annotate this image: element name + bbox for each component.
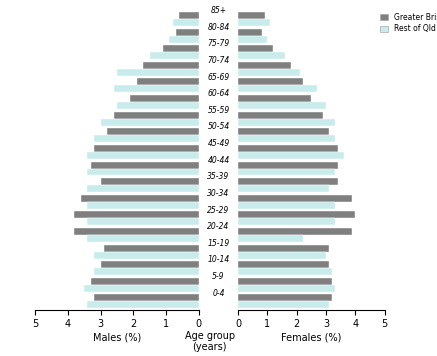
Text: 20-24: 20-24 <box>208 222 229 231</box>
Text: 60-64: 60-64 <box>208 89 229 98</box>
Text: 40-44: 40-44 <box>208 156 229 165</box>
Bar <box>117 102 199 109</box>
Bar <box>170 36 199 43</box>
Bar <box>87 168 199 176</box>
Bar <box>94 145 199 152</box>
Bar <box>238 52 285 59</box>
Bar <box>238 162 338 168</box>
Bar <box>101 119 199 126</box>
Bar <box>238 185 329 192</box>
Bar <box>117 69 199 76</box>
Bar <box>238 102 326 109</box>
Bar <box>238 128 329 135</box>
Bar <box>238 112 323 119</box>
Bar <box>84 285 199 292</box>
Bar <box>87 185 199 192</box>
Bar <box>238 302 329 308</box>
Bar <box>238 135 335 142</box>
Bar <box>87 152 199 159</box>
Bar <box>87 302 199 308</box>
Bar <box>238 285 335 292</box>
Bar <box>238 294 332 302</box>
Bar <box>238 168 335 176</box>
Bar <box>91 278 199 285</box>
Text: 15-19: 15-19 <box>208 239 229 248</box>
Bar <box>238 119 335 126</box>
Bar <box>87 235 199 242</box>
Bar <box>163 45 199 52</box>
Bar <box>74 228 199 235</box>
Bar <box>91 162 199 168</box>
Text: 5-9: 5-9 <box>212 272 225 281</box>
Bar <box>114 112 199 119</box>
Bar <box>143 62 199 69</box>
Bar <box>104 245 199 252</box>
Bar <box>101 178 199 185</box>
Bar <box>87 218 199 225</box>
X-axis label: Males (%): Males (%) <box>93 332 141 342</box>
Bar <box>238 218 335 225</box>
Text: 30-34: 30-34 <box>208 189 229 198</box>
Bar <box>179 12 199 19</box>
Bar <box>238 85 317 93</box>
Text: 80-84: 80-84 <box>208 23 229 32</box>
Bar <box>238 45 273 52</box>
Bar <box>238 202 335 209</box>
Bar <box>176 28 199 36</box>
Bar <box>238 211 355 218</box>
Text: 50-54: 50-54 <box>208 122 229 131</box>
Bar <box>94 135 199 142</box>
Text: 75-79: 75-79 <box>208 40 229 48</box>
Bar <box>87 202 199 209</box>
Bar <box>238 235 302 242</box>
Bar <box>238 36 267 43</box>
Bar <box>238 28 262 36</box>
Text: 45-49: 45-49 <box>208 139 229 148</box>
Bar <box>238 228 352 235</box>
Bar <box>238 261 329 268</box>
Bar <box>94 252 199 258</box>
Text: 70-74: 70-74 <box>208 56 229 65</box>
Bar <box>149 52 199 59</box>
Bar <box>238 78 302 85</box>
Bar <box>238 12 264 19</box>
Bar <box>238 252 326 258</box>
Bar <box>238 245 329 252</box>
Bar <box>238 69 300 76</box>
Bar <box>94 294 199 302</box>
Bar <box>238 278 332 285</box>
Text: 35-39: 35-39 <box>208 172 229 181</box>
Legend: Greater Brisbane, Rest of Qld: Greater Brisbane, Rest of Qld <box>379 11 437 35</box>
X-axis label: Females (%): Females (%) <box>281 332 342 342</box>
Bar <box>136 78 199 85</box>
Text: 10-14: 10-14 <box>208 255 229 265</box>
Bar <box>238 19 271 26</box>
Bar <box>107 128 199 135</box>
Bar <box>238 152 343 159</box>
Bar <box>238 62 291 69</box>
Text: 55-59: 55-59 <box>208 106 229 115</box>
Text: 65-69: 65-69 <box>208 73 229 82</box>
Bar <box>173 19 199 26</box>
Bar <box>238 95 311 102</box>
Text: 25-29: 25-29 <box>208 205 229 215</box>
Text: 85+: 85+ <box>211 6 226 15</box>
Text: 0-4: 0-4 <box>212 289 225 298</box>
Bar <box>130 95 199 102</box>
Bar <box>238 268 332 275</box>
Bar <box>81 195 199 202</box>
Bar <box>114 85 199 93</box>
Bar <box>238 195 352 202</box>
Text: Age group
(years): Age group (years) <box>185 331 235 352</box>
Bar <box>94 268 199 275</box>
Bar <box>238 178 338 185</box>
Bar <box>238 145 338 152</box>
Bar <box>74 211 199 218</box>
Bar <box>101 261 199 268</box>
